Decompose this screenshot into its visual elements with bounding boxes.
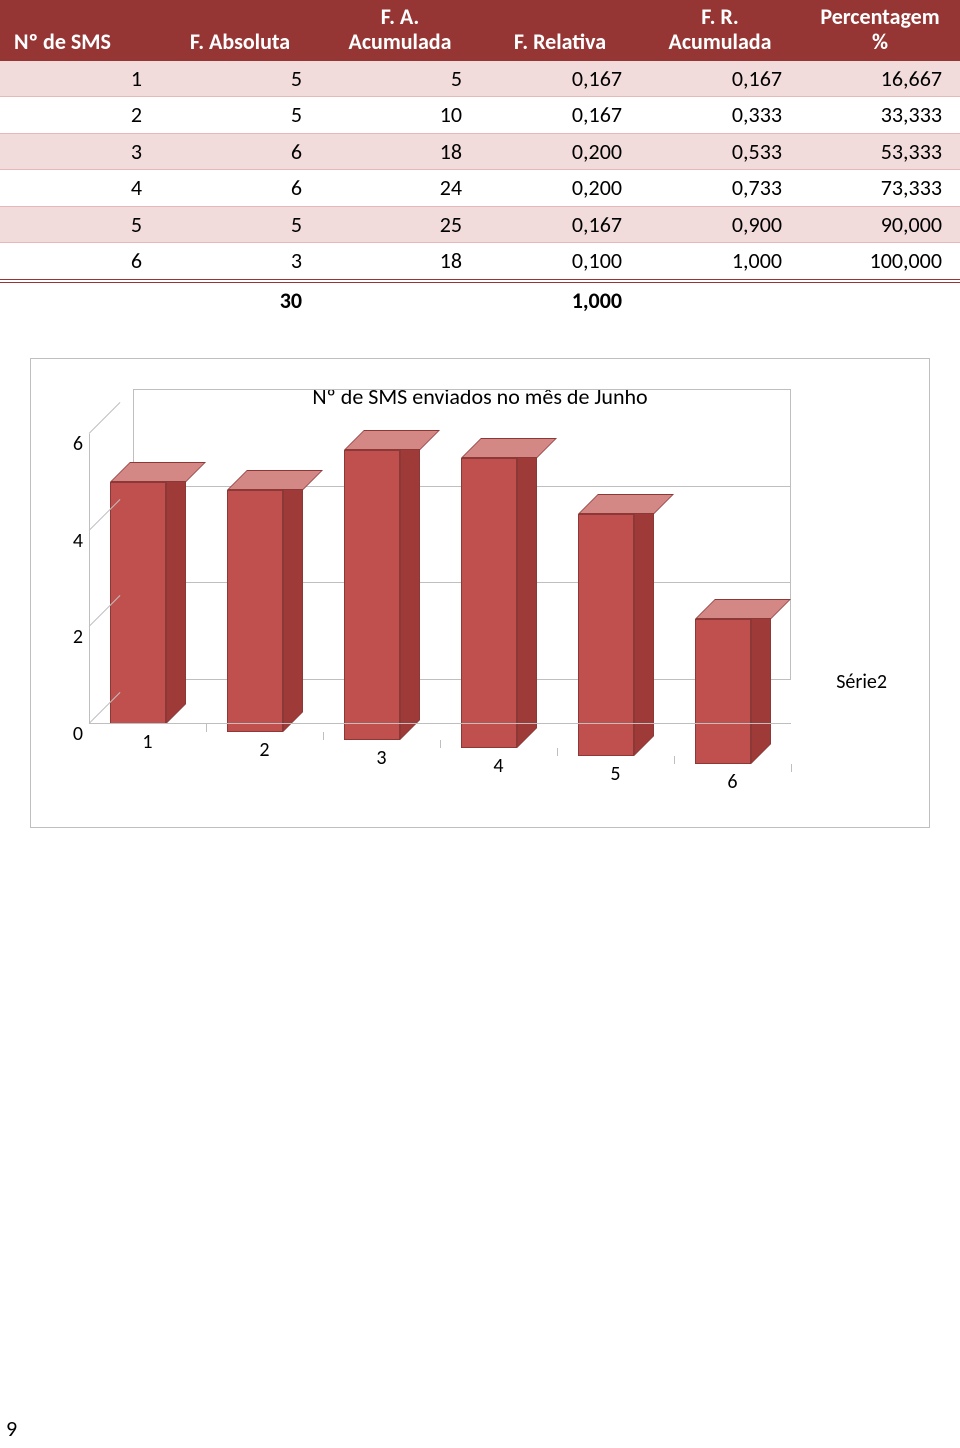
x-tick-label: 2 xyxy=(259,738,269,762)
x-axis-labels: 123456 xyxy=(89,724,791,764)
y-axis: 0246 xyxy=(49,434,89,724)
col-header: Nº de SMS xyxy=(0,0,160,61)
y-tick-label: 6 xyxy=(73,432,83,456)
table-cell: 3 xyxy=(160,243,320,281)
x-tick-label: 4 xyxy=(493,754,503,778)
frequency-table: Nº de SMS F. Absoluta F. A. Acumulada F.… xyxy=(0,0,960,318)
table-cell: 0,167 xyxy=(480,61,640,97)
table-row: 36180,2000,53353,333 xyxy=(0,133,960,170)
col-header: F. Absoluta xyxy=(160,0,320,61)
page-number: 9 xyxy=(6,1415,17,1442)
table-cell: 10 xyxy=(320,97,480,134)
x-tick-label: 1 xyxy=(142,730,152,754)
table-cell: 6 xyxy=(160,170,320,207)
table-cell: 5 xyxy=(160,206,320,243)
table-cell: 6 xyxy=(160,133,320,170)
table-cell: 25 xyxy=(320,206,480,243)
table-cell: 0,900 xyxy=(640,206,800,243)
table-cell: 6 xyxy=(0,243,160,281)
table-cell: 0,200 xyxy=(480,170,640,207)
table-cell: 1,000 xyxy=(480,281,640,319)
y-tick-label: 2 xyxy=(73,625,83,649)
table-cell: 5 xyxy=(160,61,320,97)
table-cell: 1 xyxy=(0,61,160,97)
table-cell: 0,200 xyxy=(480,133,640,170)
y-tick-label: 4 xyxy=(73,529,83,553)
table-cell: 100,000 xyxy=(800,243,960,281)
table-cell xyxy=(800,281,960,319)
y-tick-label: 0 xyxy=(73,722,83,746)
table-cell: 90,000 xyxy=(800,206,960,243)
col-header: Percentagem% xyxy=(800,0,960,61)
col-header: F. Relativa xyxy=(480,0,640,61)
table-cell xyxy=(0,281,160,319)
table-cell: 0,533 xyxy=(640,133,800,170)
table-cell: 2 xyxy=(0,97,160,134)
bar xyxy=(344,450,400,740)
table-cell xyxy=(640,281,800,319)
chart-floor xyxy=(89,434,791,724)
bar xyxy=(227,490,283,732)
x-tick-label: 6 xyxy=(727,770,737,794)
table-cell: 0,167 xyxy=(480,97,640,134)
table-cell: 18 xyxy=(320,243,480,281)
table-cell: 4 xyxy=(0,170,160,207)
table-cell: 73,333 xyxy=(800,170,960,207)
table-cell: 0,167 xyxy=(640,61,800,97)
chart-bars xyxy=(89,434,791,724)
table-row: 46240,2000,73373,333 xyxy=(0,170,960,207)
x-tick-label: 3 xyxy=(376,746,386,770)
table-cell: 0,167 xyxy=(480,206,640,243)
bar xyxy=(110,482,166,724)
table-cell: 53,333 xyxy=(800,133,960,170)
table-cell: 30 xyxy=(160,281,320,319)
table-cell: 1,000 xyxy=(640,243,800,281)
table-cell: 33,333 xyxy=(800,97,960,134)
table-cell: 5 xyxy=(160,97,320,134)
chart-title: Nº de SMS enviados no mês de Junho xyxy=(49,383,911,410)
table-cell: 24 xyxy=(320,170,480,207)
table-cell: 16,667 xyxy=(800,61,960,97)
table-total-row: 30 1,000 xyxy=(0,281,960,319)
bar xyxy=(461,458,517,748)
table-header-row: Nº de SMS F. Absoluta F. A. Acumulada F.… xyxy=(0,0,960,61)
bar xyxy=(578,514,634,756)
col-header: F. A. Acumulada xyxy=(320,0,480,61)
table-cell: 0,333 xyxy=(640,97,800,134)
table-cell: 5 xyxy=(320,61,480,97)
chart-plot-area: 0246 123456 Série2 xyxy=(49,434,911,764)
table-cell: 3 xyxy=(0,133,160,170)
col-header: F. R. Acumulada xyxy=(640,0,800,61)
table-row: 25100,1670,33333,333 xyxy=(0,97,960,134)
bar-chart-container: Nº de SMS enviados no mês de Junho 0246 … xyxy=(30,358,930,828)
table-cell: 18 xyxy=(320,133,480,170)
table-row: 55250,1670,90090,000 xyxy=(0,206,960,243)
table-row: 63180,1001,000100,000 xyxy=(0,243,960,281)
table-cell: 5 xyxy=(0,206,160,243)
x-tick-label: 5 xyxy=(610,762,620,786)
table-row: 1550,1670,16716,667 xyxy=(0,61,960,97)
chart-legend: Série2 xyxy=(836,670,887,694)
table-cell: 0,733 xyxy=(640,170,800,207)
table-cell: 0,100 xyxy=(480,243,640,281)
table-cell xyxy=(320,281,480,319)
